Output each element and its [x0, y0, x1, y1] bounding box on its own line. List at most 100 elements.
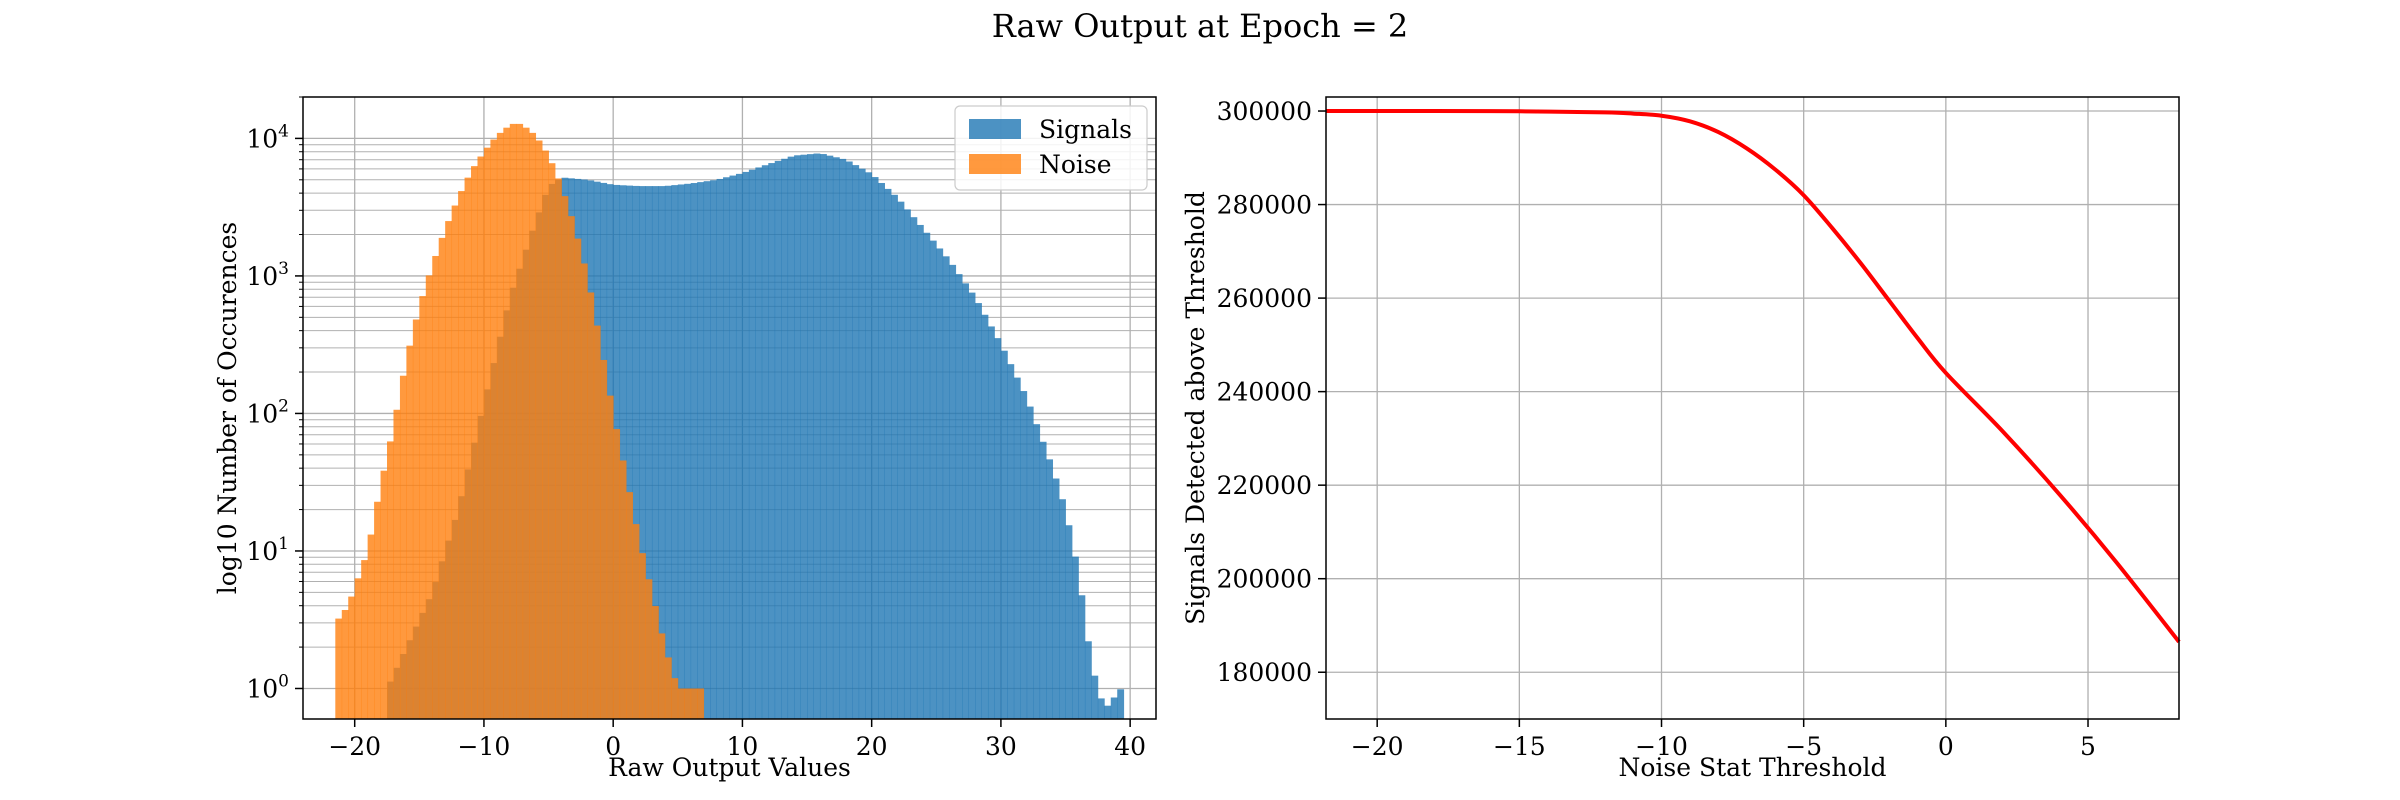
legend-swatch-noise	[969, 154, 1021, 174]
histogram-bar-signals	[865, 172, 873, 720]
histogram-bar-noise	[503, 127, 511, 719]
histogram-bar-signals	[1020, 391, 1028, 719]
histogram-bar-noise	[425, 275, 433, 719]
histogram-bar-signals	[1091, 675, 1099, 719]
histogram-bar-signals	[884, 188, 892, 719]
histogram-bar-noise	[658, 633, 666, 719]
histogram-bar-noise	[639, 553, 646, 719]
threshold-y-axis-label: Signals Detected above Threshold	[1181, 191, 1210, 625]
histogram-bar-signals	[639, 186, 646, 719]
histogram-bar-signals	[742, 171, 750, 720]
histogram-bar-noise	[522, 127, 530, 719]
threshold-y-tick-label: 280000	[1217, 191, 1312, 220]
histogram-bar-signals	[755, 167, 763, 720]
histogram-bar-noise	[451, 205, 459, 720]
histogram-bar-noise	[374, 501, 381, 719]
histogram-bar-noise	[477, 156, 485, 720]
histogram-bar-signals	[852, 165, 860, 719]
histogram-bar-signals	[723, 177, 730, 719]
histogram-x-tick-label: 10	[727, 732, 759, 761]
histogram-bar-noise	[671, 678, 679, 719]
threshold-x-tick-label: −20	[1351, 732, 1404, 761]
histogram-y-tick-label: 100	[246, 671, 289, 703]
histogram-bar-signals	[942, 256, 950, 719]
threshold-x-axis-label: Noise Stat Threshold	[1618, 753, 1886, 782]
histogram-bar-noise	[645, 579, 653, 719]
histogram-bar-signals	[729, 175, 737, 720]
histogram-bar-signals	[936, 248, 944, 719]
histogram-bar-signals	[690, 183, 698, 720]
histogram-bar-signals	[632, 185, 640, 720]
histogram-bar-noise	[690, 688, 698, 719]
histogram-bar-signals	[910, 217, 918, 720]
histogram-bar-signals	[781, 158, 789, 720]
histogram-bar-noise	[542, 150, 549, 719]
threshold-y-tick-label: 300000	[1217, 97, 1312, 126]
histogram-bar-noise	[445, 221, 453, 720]
histogram-bar-signals	[832, 157, 840, 720]
histogram-bar-signals	[923, 232, 931, 719]
histogram-bar-noise	[419, 296, 427, 719]
threshold-x-ticks: −20 −15 −10 −5 0 5	[1351, 719, 2096, 761]
histogram-bar-noise	[697, 688, 705, 719]
histogram-bar-signals	[768, 163, 776, 719]
histogram-x-tick-label: 20	[856, 732, 888, 761]
histogram-bar-noise	[471, 166, 478, 719]
histogram-bar-signals	[1059, 499, 1066, 719]
histogram-bar-signals	[716, 178, 724, 719]
histogram-bar-signals	[1104, 705, 1112, 719]
histogram-bar-noise	[399, 375, 407, 719]
threshold-x-tick-label: −15	[1493, 732, 1546, 761]
histogram-y-axis-label: log10 Number of Occurences	[213, 222, 242, 595]
histogram-legend: Signals Noise	[954, 105, 1148, 191]
histogram-bar-noise	[626, 492, 633, 719]
histogram-bar-noise	[684, 688, 692, 719]
histogram-bar-noise	[600, 359, 608, 719]
histogram-bar-signals	[1078, 595, 1086, 719]
histogram-frame	[302, 96, 1157, 720]
histogram-bar-noise	[496, 132, 504, 719]
histogram-bar-signals	[800, 154, 808, 719]
histogram-bar-noise	[361, 560, 369, 719]
histogram-bar-signals	[1110, 697, 1118, 719]
threshold-curve-panel: −20 −15 −10 −5 0 5 180000 200000 220000 240000 26…	[1181, 96, 2181, 782]
histogram-bar-signals	[1000, 350, 1008, 719]
histogram-bar-noise	[587, 292, 595, 719]
threshold-grid	[1326, 97, 2179, 719]
histogram-bar-signals	[658, 186, 666, 719]
histogram-bar-signals	[626, 185, 633, 720]
histogram-bar-noise	[561, 196, 569, 720]
histogram-bar-signals	[994, 338, 1002, 719]
histogram-x-tick-label: 40	[1114, 732, 1146, 761]
histogram-bar-noise	[555, 178, 562, 719]
histogram-bar-signals	[1071, 556, 1079, 719]
histogram-bar-noise	[458, 191, 465, 720]
histogram-bar-signals	[748, 169, 756, 719]
histogram-bar-signals	[1046, 459, 1054, 719]
histogram-bar-signals	[858, 168, 866, 719]
histogram-x-axis-label: Raw Output Values	[608, 753, 851, 782]
histogram-bar-signals	[684, 183, 692, 719]
histogram-bar-signals	[671, 185, 679, 719]
histogram-bar-signals	[1007, 364, 1015, 719]
histogram-bar-signals	[916, 224, 924, 720]
histogram-bar-signals	[897, 201, 905, 719]
histogram-bar-signals	[703, 181, 711, 720]
histogram-bar-noise	[567, 216, 575, 719]
histogram-bar-signals	[826, 155, 834, 720]
histogram-bar-signals	[975, 303, 982, 719]
histogram-bar-noise	[483, 147, 491, 719]
threshold-y-tick-label: 200000	[1217, 565, 1312, 594]
histogram-bar-noise	[651, 606, 659, 719]
histogram-bar-noise	[380, 470, 388, 719]
histogram-bar-noise	[393, 409, 401, 719]
histogram-bar-signals	[968, 292, 976, 719]
threshold-y-tick-label: 180000	[1217, 658, 1312, 687]
histogram-bar-noise	[406, 345, 414, 719]
threshold-y-tick-label: 220000	[1217, 471, 1312, 500]
signals-detected-line	[1325, 109, 2181, 644]
histogram-x-ticks: −20 −10 0 10 20 30 40	[328, 719, 1146, 761]
histogram-x-tick-label: 0	[605, 732, 621, 761]
histogram-bars	[335, 123, 1125, 720]
